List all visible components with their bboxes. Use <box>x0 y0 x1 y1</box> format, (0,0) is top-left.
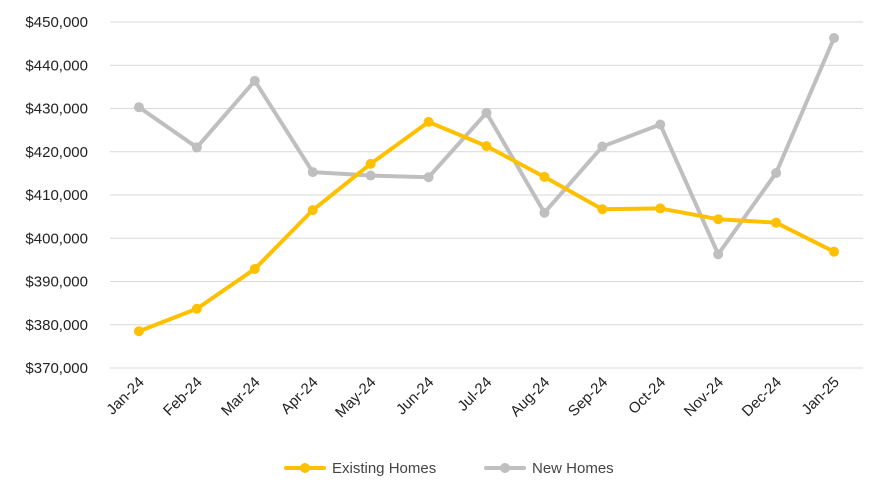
x-tick-label: Dec-24 <box>739 374 785 420</box>
new-homes-point <box>597 141 608 152</box>
series-layer <box>133 33 840 337</box>
legend-marker-new-homes <box>500 463 510 473</box>
x-tick-label: Mar-24 <box>218 374 264 420</box>
y-tick-label: $420,000 <box>25 144 88 161</box>
y-tick-label: $390,000 <box>25 274 88 291</box>
y-tick-label: $430,000 <box>25 101 88 118</box>
existing-homes-point <box>655 203 666 214</box>
existing-homes-point <box>191 303 202 314</box>
y-tick-label: $400,000 <box>25 230 88 247</box>
legend-label-existing-homes: Existing Homes <box>332 460 436 477</box>
x-tick-label: Sep-24 <box>565 374 611 420</box>
gridlines <box>110 21 863 369</box>
x-tick-label: Nov-24 <box>681 374 727 420</box>
y-tick-label: $450,000 <box>25 14 88 31</box>
existing-homes-point <box>597 204 608 215</box>
existing-homes-point <box>539 171 550 182</box>
legend: Existing Homes New Homes <box>284 460 614 477</box>
new-homes-point <box>713 249 724 260</box>
x-tick-label: May-24 <box>332 374 379 421</box>
new-homes-point <box>365 170 376 181</box>
new-homes-point <box>307 167 318 178</box>
y-tick-label: $440,000 <box>25 57 88 74</box>
existing-homes-point <box>249 263 260 274</box>
new-homes-point <box>539 207 550 218</box>
x-tick-label: Apr-24 <box>278 374 322 418</box>
new-homes-point <box>133 102 144 113</box>
new-homes-point <box>655 119 666 130</box>
x-tick-label: Oct-24 <box>625 374 669 418</box>
existing-homes-point <box>365 158 376 169</box>
existing-homes-point <box>713 214 724 225</box>
x-tick-label: Jan-25 <box>798 374 842 418</box>
legend-marker-existing-homes <box>300 463 310 473</box>
y-axis-tick-labels: $370,000 $380,000 $390,000 $400,000 $410,000… <box>25 14 88 377</box>
existing-homes-point <box>771 217 782 228</box>
new-homes-point <box>829 33 840 44</box>
x-tick-label: Feb-24 <box>160 374 206 420</box>
existing-homes-point <box>829 246 840 257</box>
existing-homes-point <box>307 205 318 216</box>
new-homes-point <box>481 107 492 118</box>
x-axis-tick-labels: Jan-24 Feb-24 Mar-24 Apr-24 May-24 Jun-24 Jul-… <box>103 374 843 421</box>
new-homes-point <box>771 167 782 178</box>
existing-homes-point <box>133 326 144 337</box>
x-tick-label: Jul-24 <box>454 374 495 415</box>
existing-homes-line <box>136 119 837 334</box>
new-homes-point <box>249 75 260 86</box>
legend-label-new-homes: New Homes <box>532 460 614 477</box>
x-tick-label: Aug-24 <box>507 374 553 420</box>
y-tick-label: $380,000 <box>25 317 88 334</box>
x-tick-label: Jun-24 <box>393 374 437 418</box>
existing-homes-point <box>423 116 434 127</box>
existing-homes-point <box>481 141 492 152</box>
new-homes-point <box>191 142 202 153</box>
y-tick-label: $370,000 <box>25 360 88 377</box>
x-tick-label: Jan-24 <box>103 374 147 418</box>
new-homes-point <box>423 172 434 183</box>
y-tick-label: $410,000 <box>25 187 88 204</box>
